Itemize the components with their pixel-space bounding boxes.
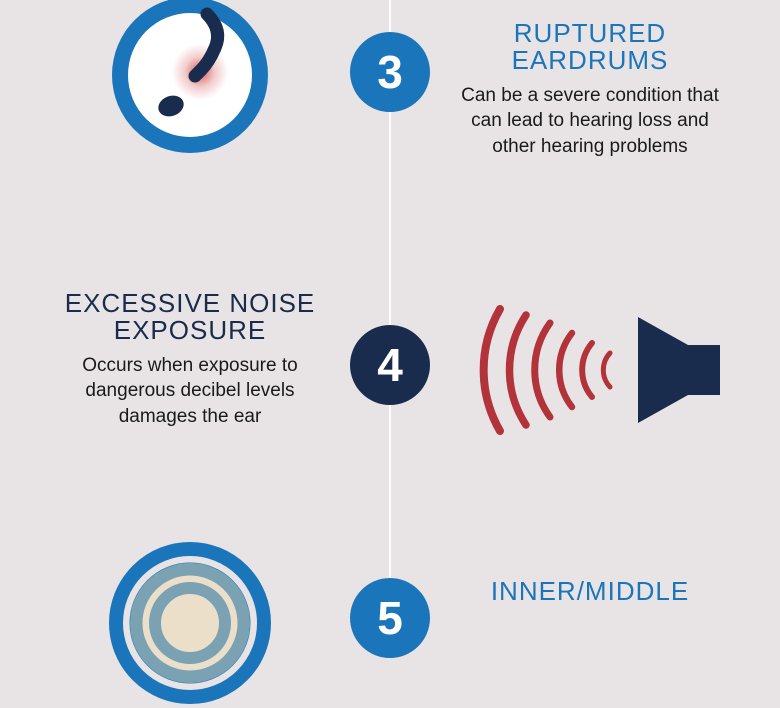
item-desc: Can be a severe condition that can lead …	[450, 83, 730, 160]
number-badge-5: 5	[350, 578, 430, 658]
eardrum-icon	[50, 0, 330, 160]
text-block-3: RUPTURED EARDRUMS Can be a severe condit…	[450, 20, 730, 160]
item-title: EXCESSIVE NOISE EXPOSURE	[50, 290, 330, 345]
number-label: 5	[377, 591, 403, 645]
item-title: RUPTURED EARDRUMS	[450, 20, 730, 75]
number-badge-3: 3	[350, 32, 430, 112]
text-block-5: INNER/MIDDLE	[450, 578, 730, 613]
item-desc: Occurs when exposure to dangerous decibe…	[50, 353, 330, 430]
number-badge-4: 4	[350, 325, 430, 405]
text-block-4: EXCESSIVE NOISE EXPOSURE Occurs when exp…	[50, 290, 330, 430]
item-title: INNER/MIDDLE	[450, 578, 730, 605]
spiral-icon	[50, 538, 330, 708]
number-label: 4	[377, 338, 403, 392]
speaker-icon	[450, 305, 730, 435]
number-label: 3	[377, 45, 403, 99]
